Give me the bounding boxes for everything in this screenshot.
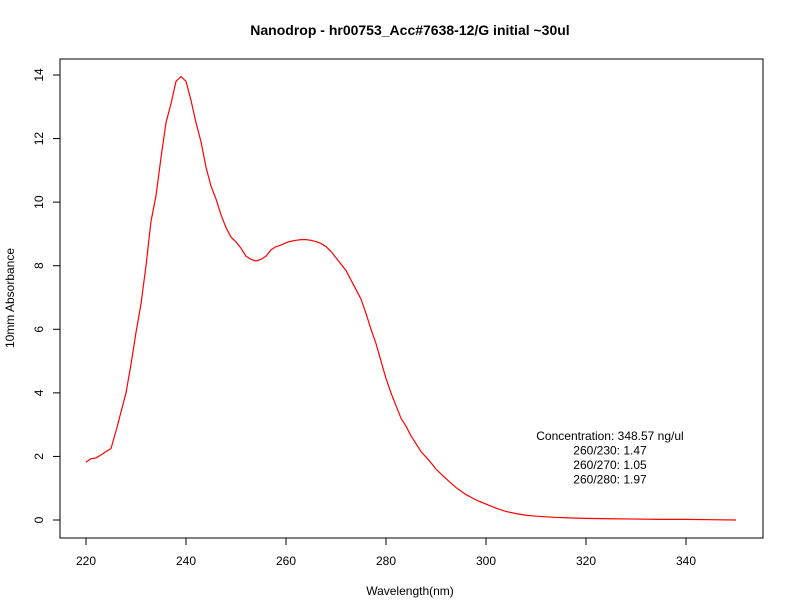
x-tick-label: 280 xyxy=(376,554,396,568)
y-tick-label: 6 xyxy=(32,326,46,333)
absorbance-line xyxy=(85,75,737,521)
annotation-line: Concentration: 348.57 ng/ul xyxy=(536,429,683,443)
annotation-line: 260/270: 1.05 xyxy=(573,458,647,472)
x-tick-label: 300 xyxy=(476,554,496,568)
x-tick-label: 240 xyxy=(176,554,196,568)
x-axis: 220 240 260 280 300 320 340 xyxy=(76,538,696,568)
x-tick-label: 340 xyxy=(676,554,696,568)
y-axis-label: 10mm Absorbance xyxy=(3,248,17,348)
y-tick-label: 8 xyxy=(32,262,46,269)
y-tick-label: 2 xyxy=(32,453,46,460)
y-tick-label: 14 xyxy=(32,68,46,82)
annotation-line: 260/280: 1.97 xyxy=(573,473,647,487)
plot-frame xyxy=(59,58,764,539)
x-tick-label: 260 xyxy=(276,554,296,568)
chart-title: Nanodrop - hr00753_Acc#7638-12/G initial… xyxy=(250,22,569,38)
x-tick-label: 220 xyxy=(76,554,96,568)
annotation-line: 260/230: 1.47 xyxy=(573,444,647,458)
y-tick-label: 12 xyxy=(32,132,46,146)
x-axis-label: Wavelength(nm) xyxy=(366,584,454,598)
y-tick-label: 10 xyxy=(32,195,46,209)
y-tick-label: 4 xyxy=(32,389,46,396)
y-axis: 0 2 4 6 8 10 12 14 xyxy=(32,68,60,523)
y-tick-label: 0 xyxy=(32,516,46,523)
x-tick-label: 320 xyxy=(576,554,596,568)
